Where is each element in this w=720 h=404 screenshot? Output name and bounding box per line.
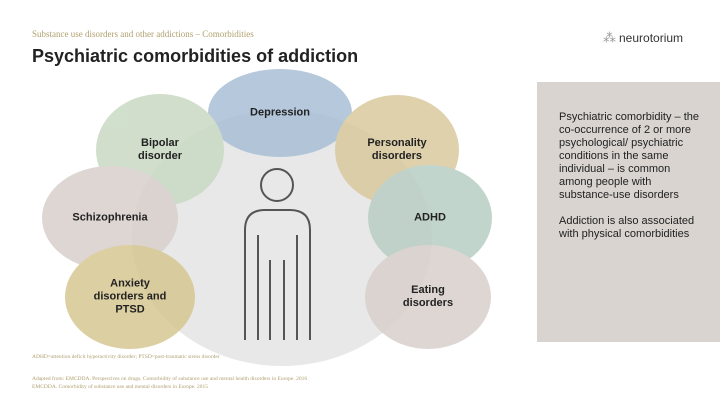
definition-panel: Psychiatric comorbidity – the co-occurre… xyxy=(537,82,720,342)
person-icon xyxy=(244,168,311,340)
condition-label-depression: Depression xyxy=(250,106,310,119)
condition-circle-anxiety-ptsd xyxy=(65,245,195,349)
brain-icon: ⁂ xyxy=(603,30,616,45)
reference-1: Adapted from: EMCDDA. Perspectives on dr… xyxy=(32,376,308,382)
reference-2: EMCDDA. Comorbidity of substance use and… xyxy=(32,384,208,390)
physical-comorbidity-text: Addiction is also associated with physic… xyxy=(559,215,695,240)
condition-label-anxiety-ptsd: Anxiety disorders and PTSD xyxy=(93,277,167,316)
definition-text: Psychiatric comorbidity – the co-occurre… xyxy=(559,111,699,201)
condition-circle-schizophrenia xyxy=(42,166,178,270)
condition-label-adhd: ADHD xyxy=(414,211,446,224)
condition-label-schizophrenia: Schizophrenia xyxy=(72,211,148,224)
condition-circle-depression xyxy=(208,69,352,157)
condition-label-personality-disorders: Personality disorders xyxy=(367,137,427,162)
breadcrumb-subtitle: Substance use disorders and other addict… xyxy=(32,29,254,39)
condition-label-eating-disorders: Eating disorders xyxy=(402,284,454,309)
abbreviations: ADHD=attention deficit hyperactivity dis… xyxy=(32,354,220,360)
condition-label-bipolar-disorder: Bipolar disorder xyxy=(137,137,183,162)
page-title: Psychiatric comorbidities of addiction xyxy=(32,46,359,66)
condition-circle-eating-disorders xyxy=(365,245,491,349)
condition-circle-adhd xyxy=(368,165,492,271)
logo: ⁂ neurotorium xyxy=(603,30,683,46)
logo-text: neurotorium xyxy=(619,31,684,45)
